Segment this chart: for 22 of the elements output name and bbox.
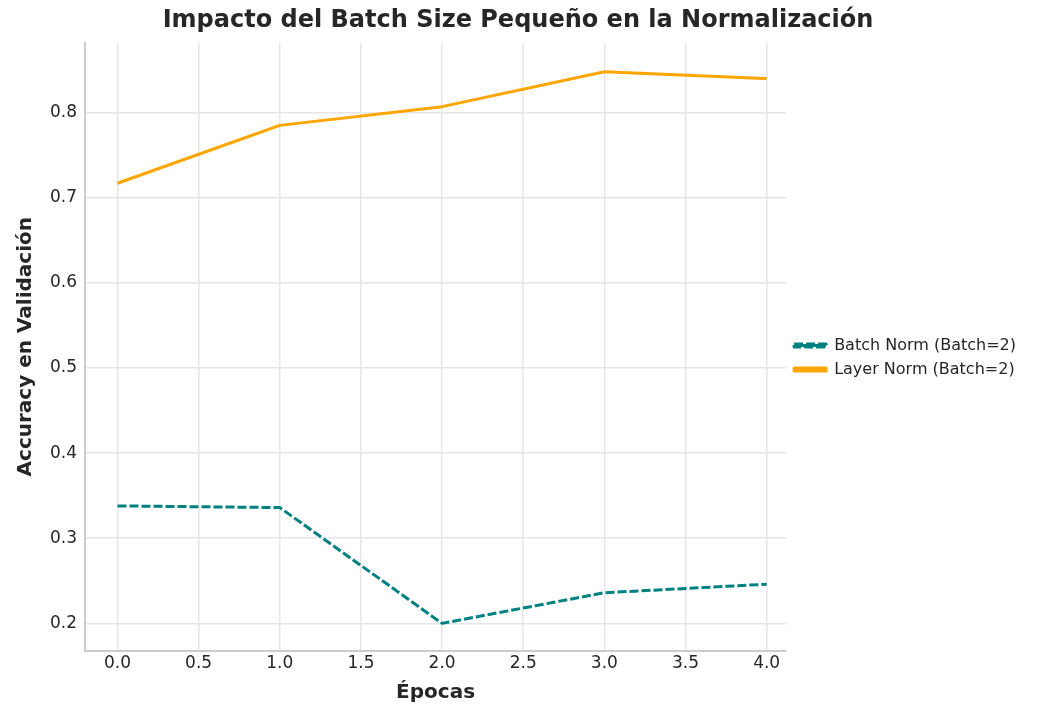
x-tick-label: 2.5 [509,652,537,673]
x-tick-label: 1.5 [347,652,375,673]
line-series [115,504,769,625]
y-tick-label: 0.5 [49,356,78,377]
chart-title: Impacto del Batch Size Pequeño en la Normalización [162,4,874,33]
x-axis-title: Épocas [396,679,476,704]
y-tick-label: 0.6 [49,271,78,292]
x-tick-label: 3.0 [590,652,618,673]
legend-label: Layer Norm (Batch=2) [834,358,1015,378]
x-tick-label: 0.5 [185,652,213,673]
x-tick-label: 4.0 [753,652,781,673]
y-axis-title: Accuracy en Validación [12,216,37,477]
y-tick-label: 0.2 [49,611,78,632]
x-tick-label: 0.0 [103,652,132,673]
x-tick-label: 3.5 [671,652,700,673]
y-tick-label: 0.4 [49,441,78,462]
y-tick-label: 0.7 [49,186,78,207]
x-tick-label: 1.0 [266,652,294,673]
y-tick-label: 0.3 [49,526,78,547]
x-tick-label: 2.0 [428,652,456,673]
y-tick-label: 0.8 [49,101,78,122]
legend-label: Batch Norm (Batch=2) [834,334,1017,354]
